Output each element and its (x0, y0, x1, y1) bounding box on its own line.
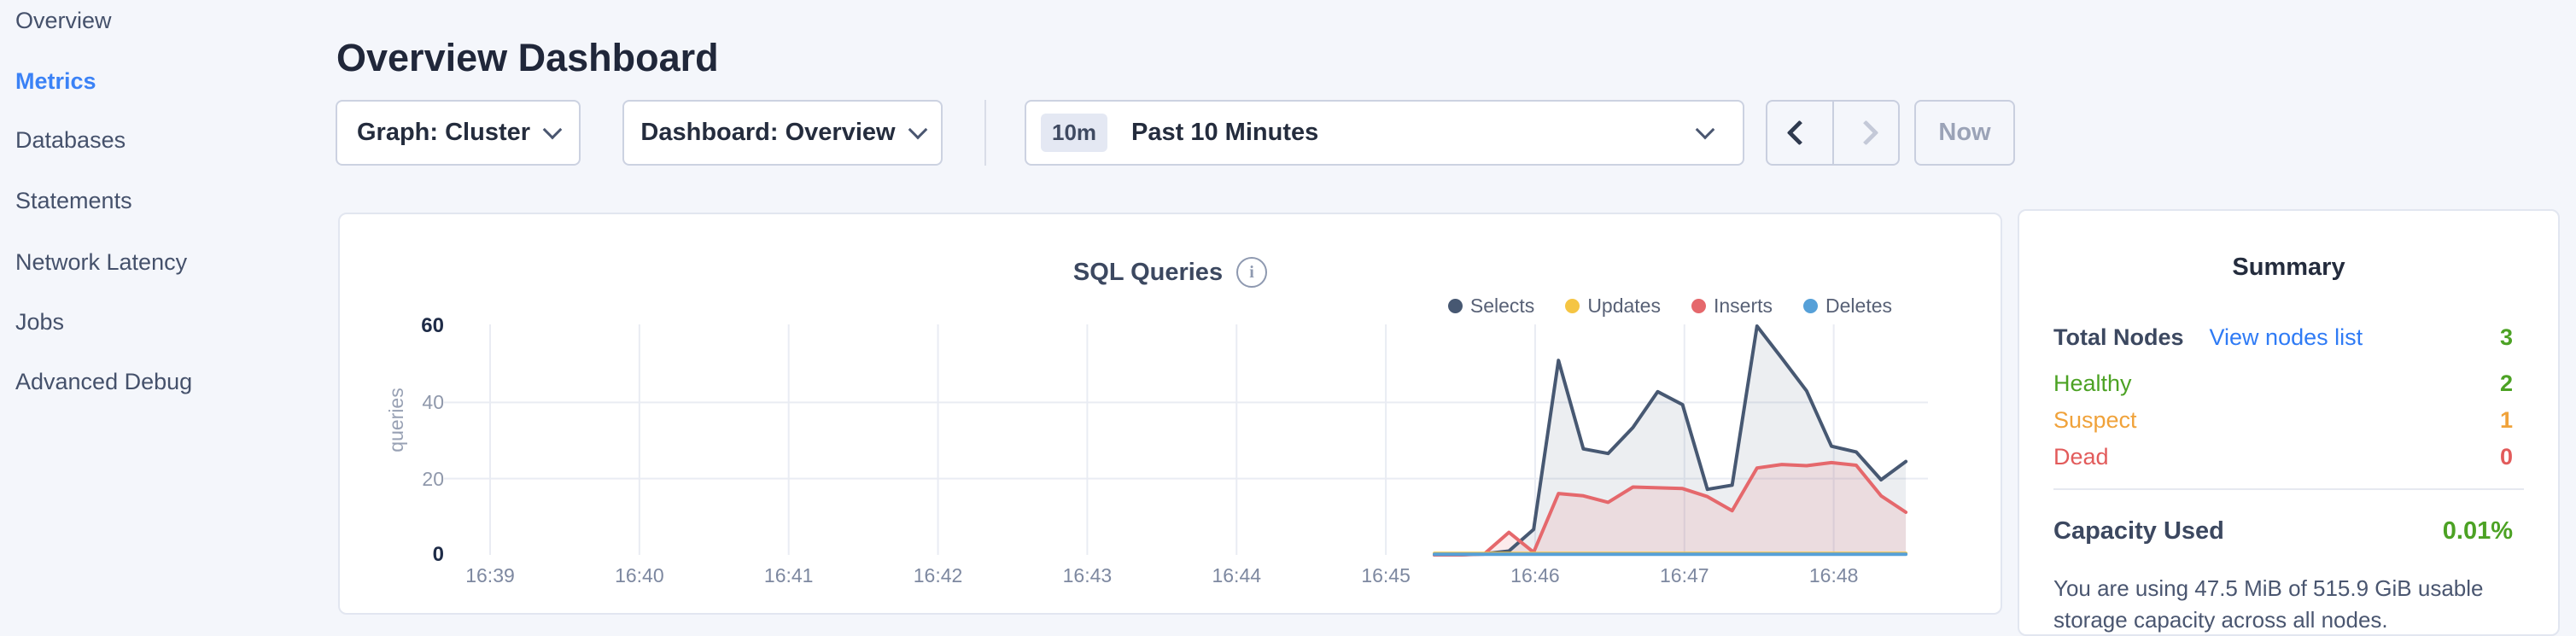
dashboard-dropdown-label: Dashboard: Overview (640, 119, 896, 146)
legend-label: Updates (1587, 295, 1661, 317)
chevron-down-icon (542, 120, 563, 139)
x-axis-tick: 16:41 (763, 564, 814, 586)
x-axis-tick: 16:48 (1808, 564, 1859, 586)
capacity-description: You are using 47.5 MiB of 515.9 GiB usab… (2053, 575, 2484, 633)
capacity-used-value: 0.01% (2442, 516, 2513, 545)
summary-row-label: Dead (2053, 443, 2109, 470)
legend-item-selects[interactable]: Selects (1447, 295, 1535, 318)
x-axis-tick: 16:46 (1510, 564, 1560, 586)
legend-label: Selects (1469, 295, 1535, 317)
graph-dropdown-label: Graph: Cluster (356, 119, 531, 146)
time-step-back-button[interactable] (1767, 102, 1832, 164)
x-axis-tick: 16:45 (1361, 564, 1411, 586)
summary-title: Summary (2232, 254, 2345, 281)
chevron-down-icon (908, 120, 927, 139)
legend-dot-icon (1691, 299, 1706, 313)
sql-queries-panel: SQL Queries i Selects Updates Inserts Delet… (338, 213, 2002, 615)
sql-queries-chart (444, 324, 1928, 557)
summary-row-healthy: Healthy 2 (2053, 369, 2513, 398)
y-axis-tick: 40 (422, 391, 444, 414)
capacity-used-label: Capacity Used (2053, 516, 2224, 545)
summary-panel: Summary Total Nodes View nodes list 3 Healt… (2018, 209, 2560, 636)
legend-dot-icon (1565, 299, 1580, 313)
summary-row-value: 2 (2499, 370, 2513, 396)
summary-divider (2053, 488, 2524, 490)
chart-legend: Selects Updates Inserts Deletes (1447, 295, 1892, 318)
page-title: Overview Dashboard (336, 36, 719, 80)
time-range-badge: 10m (1041, 114, 1108, 152)
chevron-right-icon (1853, 120, 1879, 146)
x-axis-tick: 16:47 (1660, 564, 1709, 586)
chart-title: SQL Queries (1072, 258, 1224, 286)
sidebar-item-statements[interactable]: Statements (15, 188, 132, 213)
info-icon[interactable]: i (1236, 257, 1268, 288)
x-axis-tick: 16:43 (1062, 564, 1113, 586)
y-axis-tick: 0 (432, 543, 444, 566)
summary-row-label: Total Nodes (2053, 324, 2184, 350)
x-axis-tick: 16:42 (913, 564, 963, 586)
legend-item-updates[interactable]: Updates (1565, 295, 1661, 318)
sidebar-item-network-latency[interactable]: Network Latency (15, 249, 188, 275)
legend-dot-icon (1447, 299, 1463, 313)
summary-row-suspect: Suspect 1 (2053, 406, 2513, 435)
view-nodes-list-link[interactable]: View nodes list (2209, 324, 2363, 350)
toolbar-divider (984, 100, 986, 166)
now-button[interactable]: Now (1914, 100, 2015, 166)
summary-row-total-nodes: Total Nodes View nodes list 3 (2053, 323, 2513, 352)
time-range-dropdown[interactable]: 10m Past 10 Minutes (1025, 100, 1744, 166)
legend-label: Inserts (1713, 295, 1773, 317)
x-axis-tick: 16:40 (615, 564, 664, 586)
sidebar-item-advanced-debug[interactable]: Advanced Debug (15, 369, 193, 394)
chevron-down-icon (1695, 120, 1715, 139)
y-axis-tick: 60 (421, 314, 444, 337)
legend-item-deletes[interactable]: Deletes (1803, 295, 1892, 318)
summary-row-label: Healthy (2053, 370, 2132, 396)
summary-row-dead: Dead 0 (2053, 442, 2513, 471)
sidebar-item-databases[interactable]: Databases (15, 127, 126, 153)
chevron-left-icon (1786, 120, 1813, 146)
time-step-buttons (1766, 100, 1900, 166)
time-range-label: Past 10 Minutes (1131, 119, 1319, 146)
summary-row-value: 3 (2499, 324, 2513, 350)
dashboard-dropdown[interactable]: Dashboard: Overview (622, 100, 943, 166)
x-axis-tick: 16:44 (1212, 564, 1262, 586)
sidebar-item-jobs[interactable]: Jobs (15, 309, 65, 335)
summary-row-value: 1 (2499, 406, 2513, 433)
legend-label: Deletes (1825, 295, 1892, 317)
sidebar-item-metrics[interactable]: Metrics (15, 68, 96, 94)
summary-row-label: Suspect (2053, 406, 2137, 433)
legend-dot-icon (1803, 299, 1819, 313)
x-axis-tick: 16:39 (465, 564, 515, 586)
legend-item-inserts[interactable]: Inserts (1691, 295, 1773, 318)
graph-dropdown[interactable]: Graph: Cluster (336, 100, 581, 166)
summary-row-value: 0 (2499, 443, 2513, 470)
time-step-forward-button[interactable] (1831, 102, 1899, 164)
sidebar-item-overview[interactable]: Overview (15, 8, 112, 33)
y-axis-tick: 20 (422, 467, 444, 490)
